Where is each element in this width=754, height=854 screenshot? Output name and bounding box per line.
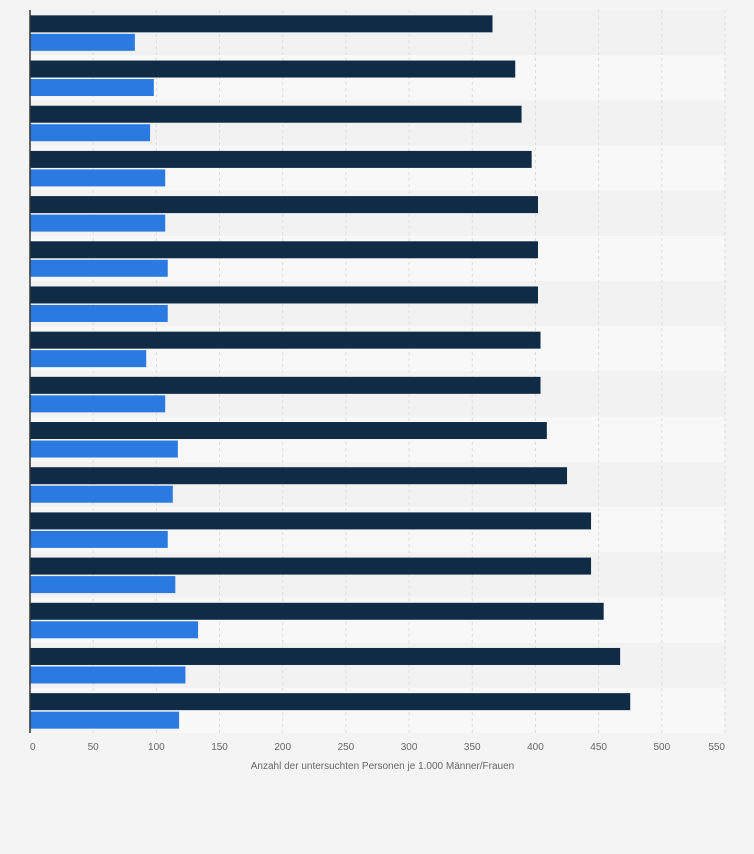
- x-tick-label: 300: [401, 742, 418, 753]
- bar-series-1: [30, 150, 532, 168]
- bar-series-1: [30, 196, 538, 214]
- bar-series-2: [30, 304, 168, 322]
- bar-series-2: [30, 33, 135, 51]
- bar-series-2: [30, 214, 166, 232]
- row-bands: [30, 10, 725, 733]
- bar-series-1: [30, 286, 538, 304]
- bar-series-2: [30, 621, 199, 639]
- bar-series-1: [30, 331, 541, 349]
- bar-series-2: [30, 666, 186, 684]
- x-tick-label: 200: [274, 742, 291, 753]
- bar-series-2: [30, 440, 178, 458]
- x-tick-label: 100: [148, 742, 165, 753]
- x-tick-label: 400: [527, 742, 544, 753]
- x-tick-label: 550: [708, 742, 725, 753]
- bar-series-1: [30, 15, 493, 33]
- x-axis-label: Anzahl der untersuchten Personen je 1.00…: [251, 761, 515, 772]
- bar-series-2: [30, 576, 176, 594]
- bar-series-1: [30, 512, 592, 530]
- bar-series-1: [30, 241, 538, 259]
- bars: [30, 15, 631, 729]
- x-tick-labels: 0 50 100 150 200 250 300 350 400 450 500 550: [30, 742, 725, 753]
- x-tick-label: 500: [653, 742, 670, 753]
- bar-series-1: [30, 557, 592, 575]
- bar-series-2: [30, 485, 173, 503]
- x-tick-label: 350: [464, 742, 481, 753]
- bar-series-2: [30, 350, 147, 368]
- bar-series-1: [30, 467, 568, 485]
- bar-series-1: [30, 422, 547, 440]
- x-tick-label: 50: [88, 742, 100, 753]
- x-tick-label: 150: [211, 742, 228, 753]
- bar-series-2: [30, 79, 154, 97]
- bar-series-2: [30, 259, 168, 277]
- x-tick-label: 450: [590, 742, 607, 753]
- bar-series-2: [30, 124, 151, 142]
- bar-series-1: [30, 693, 631, 711]
- x-tick-label: 0: [30, 742, 36, 753]
- bar-series-1: [30, 602, 604, 620]
- bar-series-1: [30, 376, 541, 394]
- bar-series-2: [30, 530, 168, 548]
- bar-series-1: [30, 60, 516, 78]
- bar-series-2: [30, 711, 180, 729]
- bar-series-2: [30, 395, 166, 413]
- x-tick-label: 250: [338, 742, 355, 753]
- bar-series-1: [30, 105, 522, 123]
- bar-series-1: [30, 647, 621, 665]
- bar-series-2: [30, 169, 166, 187]
